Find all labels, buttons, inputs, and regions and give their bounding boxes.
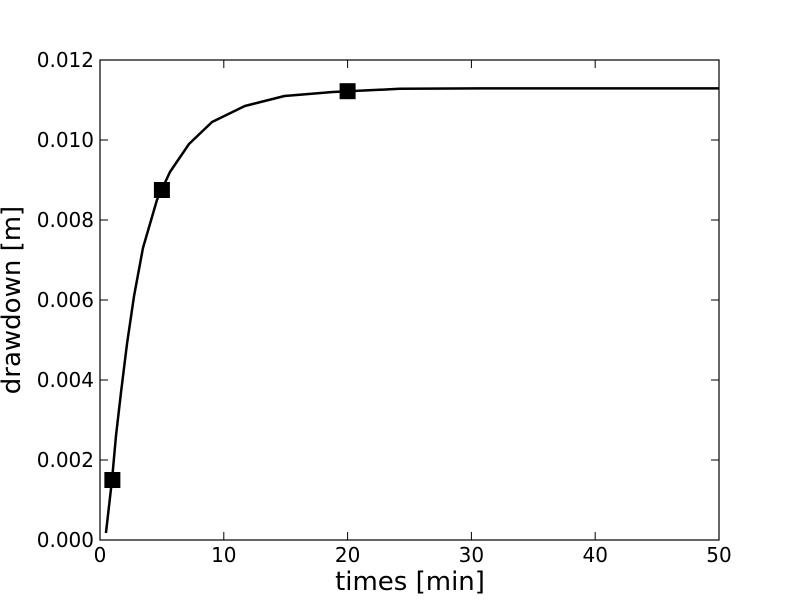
- y-tick-label: 0.010: [37, 128, 94, 152]
- x-tick-label: 40: [582, 543, 607, 567]
- x-axis-label: times [min]: [335, 567, 485, 597]
- y-axis-label: drawdown [m]: [0, 206, 27, 394]
- y-tick-label: 0.006: [37, 288, 94, 312]
- plot-frame: [99, 59, 720, 541]
- y-tick-label: 0.002: [37, 448, 94, 472]
- x-tick-label: 10: [211, 543, 236, 567]
- y-tick-label: 0.000: [37, 528, 94, 552]
- y-tick-label: 0.008: [37, 208, 94, 232]
- marker: [339, 83, 356, 100]
- marker: [104, 472, 121, 488]
- x-tick-label: 30: [459, 543, 484, 567]
- x-tick-label: 20: [335, 543, 360, 567]
- y-tick-label: 0.004: [37, 368, 94, 392]
- line: [104, 87, 719, 534]
- x-tick-label: 0: [94, 543, 107, 567]
- x-tick-label: 50: [706, 543, 731, 567]
- marker: [153, 182, 170, 198]
- y-tick-label: 0.012: [37, 48, 94, 72]
